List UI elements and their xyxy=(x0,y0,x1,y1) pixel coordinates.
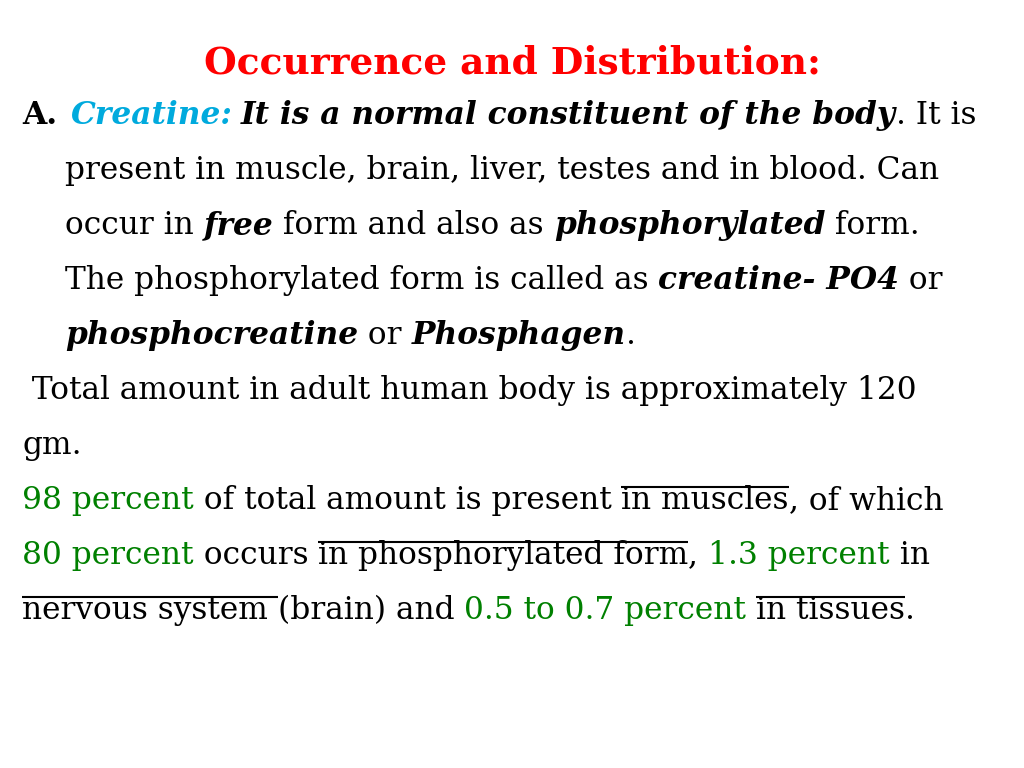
Text: occur in: occur in xyxy=(65,210,204,241)
Text: (brain) and: (brain) and xyxy=(278,595,464,626)
Text: in muscles: in muscles xyxy=(622,485,788,516)
Text: phosphocreatine: phosphocreatine xyxy=(65,320,358,351)
Text: .: . xyxy=(905,595,914,626)
Text: occurs: occurs xyxy=(194,540,318,571)
Text: in: in xyxy=(890,540,930,571)
Text: in phosphorylated form: in phosphorylated form xyxy=(318,540,688,571)
Text: of total amount is present: of total amount is present xyxy=(194,485,622,516)
Text: .: . xyxy=(626,320,636,351)
Text: creatine- PO4: creatine- PO4 xyxy=(658,265,899,296)
Text: Phosphagen: Phosphagen xyxy=(412,320,626,351)
Text: It is a normal constituent of the body: It is a normal constituent of the body xyxy=(241,100,896,131)
Text: present in muscle, brain, liver, testes and in blood. Can: present in muscle, brain, liver, testes … xyxy=(65,155,939,186)
Text: form and also as: form and also as xyxy=(273,210,554,241)
Text: , of which: , of which xyxy=(788,485,943,516)
Text: Total amount in adult human body is approximately 120: Total amount in adult human body is appr… xyxy=(22,375,916,406)
Text: in tissues: in tissues xyxy=(756,595,905,626)
Text: gm.: gm. xyxy=(22,430,82,461)
Text: form.: form. xyxy=(825,210,920,241)
Text: or: or xyxy=(358,320,412,351)
Text: ,: , xyxy=(688,540,709,571)
Text: nervous system: nervous system xyxy=(22,595,278,626)
Text: free: free xyxy=(204,210,273,241)
Text: phosphorylated: phosphorylated xyxy=(554,210,825,241)
Text: Creatine:: Creatine: xyxy=(71,100,233,131)
Text: 80 percent: 80 percent xyxy=(22,540,194,571)
Text: Occurrence and Distribution:: Occurrence and Distribution: xyxy=(204,45,820,82)
Text: 0.5 to 0.7 percent: 0.5 to 0.7 percent xyxy=(464,595,746,626)
Text: . It is: . It is xyxy=(896,100,977,131)
Text: 1.3 percent: 1.3 percent xyxy=(709,540,890,571)
Text: A.: A. xyxy=(22,100,57,131)
Text: The phosphorylated form is called as: The phosphorylated form is called as xyxy=(65,265,658,296)
Text: or: or xyxy=(899,265,943,296)
Text: 98 percent: 98 percent xyxy=(22,485,194,516)
